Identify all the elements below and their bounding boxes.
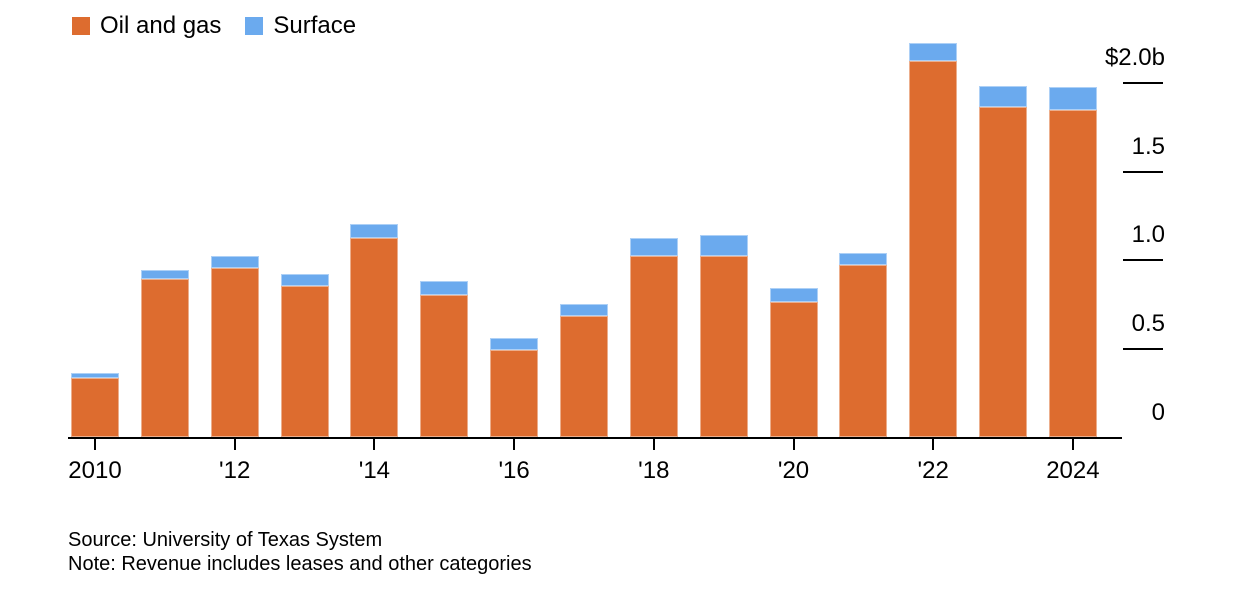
- segment-surface-2017: [559, 304, 608, 316]
- legend-item-surface: Surface: [245, 12, 356, 40]
- surface-swatch-icon: [245, 17, 264, 35]
- bar-2022: [909, 43, 958, 437]
- y-tick-dash-1: [1123, 259, 1163, 262]
- x-tick-18: [652, 439, 655, 450]
- x-tick-22: [932, 439, 935, 450]
- x-tick-label-12: '12: [219, 457, 251, 484]
- segment-surface-2024: [1048, 87, 1097, 110]
- y-tick-dash-0.5: [1123, 348, 1163, 351]
- bar-2023: [979, 86, 1028, 437]
- bar-2013: [280, 274, 329, 437]
- legend: Oil and gas Surface: [72, 12, 356, 40]
- bar-2018: [629, 238, 678, 437]
- segment-oil-and-gas-2011: [140, 279, 189, 437]
- y-tick-label-1: 1.0: [1131, 221, 1165, 249]
- x-tick-2010: [94, 439, 96, 450]
- segment-surface-2018: [629, 238, 678, 256]
- bar-2017: [559, 304, 608, 437]
- segment-oil-and-gas-2019: [699, 256, 748, 437]
- oil-and-gas-swatch-icon: [72, 17, 90, 35]
- bar-2016: [490, 338, 539, 437]
- x-tick-16: [513, 439, 516, 450]
- note-line: Note: Revenue includes leases and other …: [68, 553, 532, 575]
- bar-2014: [350, 224, 399, 437]
- x-tick-label-14: '14: [358, 457, 391, 484]
- segment-surface-2020: [769, 288, 818, 302]
- x-tick-label-18: '18: [638, 457, 670, 484]
- y-tick-label-2: $2.0b: [1104, 43, 1165, 71]
- segment-oil-and-gas-2012: [210, 268, 259, 437]
- x-axis-line: [68, 437, 1122, 439]
- legend-item-oil-and-gas: Oil and gas: [72, 12, 221, 40]
- legend-label-oil-and-gas: Oil and gas: [100, 12, 222, 39]
- bar-2012: [210, 256, 259, 437]
- segment-surface-2023: [979, 86, 1028, 107]
- segment-surface-2019: [699, 235, 748, 256]
- x-tick-label-22: '22: [917, 457, 949, 484]
- bar-2015: [420, 281, 469, 437]
- segment-surface-2011: [140, 270, 189, 279]
- y-tick-dash-1.5: [1123, 170, 1163, 173]
- segment-surface-2015: [420, 281, 469, 295]
- bar-2024: [1048, 87, 1097, 437]
- segment-surface-2010: [71, 373, 119, 378]
- segment-oil-and-gas-2022: [909, 61, 958, 437]
- y-tick-dash-2: [1123, 81, 1163, 84]
- segment-surface-2022: [909, 43, 958, 61]
- x-tick-14: [373, 439, 376, 450]
- segment-surface-2013: [280, 274, 329, 286]
- y-tick-label-0: 0: [1151, 399, 1165, 426]
- bar-2019: [699, 235, 748, 437]
- segment-surface-2021: [839, 253, 888, 265]
- segment-oil-and-gas-2016: [490, 350, 539, 437]
- segment-oil-and-gas-2014: [350, 238, 399, 437]
- segment-oil-and-gas-2015: [420, 295, 469, 437]
- segment-oil-and-gas-2020: [769, 302, 818, 437]
- y-tick-label-1.5: 1.5: [1131, 132, 1165, 160]
- segment-surface-2016: [490, 338, 539, 350]
- x-tick-2024: [1071, 439, 1074, 450]
- segment-oil-and-gas-2024: [1048, 110, 1097, 437]
- segment-surface-2014: [350, 224, 399, 238]
- legend-label-surface: Surface: [273, 12, 357, 39]
- bar-2020: [769, 288, 818, 437]
- chart-footer: Source: University of Texas System Note:…: [68, 528, 532, 576]
- x-tick-label-2010: 2010: [68, 457, 122, 484]
- source-line: Source: University of Texas System: [68, 529, 383, 551]
- segment-oil-and-gas-2017: [559, 316, 608, 437]
- x-tick-label-2024: 2024: [1046, 457, 1100, 484]
- y-tick-label-0.5: 0.5: [1131, 310, 1165, 338]
- segment-oil-and-gas-2018: [629, 256, 678, 437]
- x-tick-20: [792, 439, 795, 450]
- segment-surface-2012: [210, 256, 259, 268]
- plot-area: [71, 43, 1097, 437]
- x-tick-label-20: '20: [777, 457, 810, 484]
- x-tick-label-16: '16: [498, 457, 530, 484]
- bar-2021: [839, 253, 888, 437]
- segment-oil-and-gas-2021: [839, 265, 888, 437]
- bar-2011: [140, 270, 189, 437]
- bar-2010: [71, 373, 119, 437]
- segment-oil-and-gas-2013: [280, 286, 329, 437]
- segment-oil-and-gas-2023: [979, 107, 1028, 437]
- x-tick-12: [233, 439, 236, 450]
- segment-oil-and-gas-2010: [71, 378, 119, 437]
